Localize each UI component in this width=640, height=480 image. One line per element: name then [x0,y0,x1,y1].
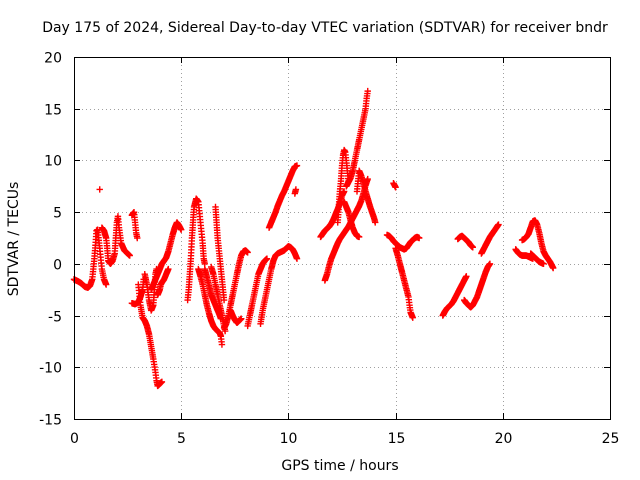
y-tick-labels: -15 -10 -5 0 5 10 15 20 [39,51,62,429]
data-series [147,219,185,293]
data-point [158,378,166,385]
data-series [353,167,379,226]
data-series [518,217,557,272]
data-point [102,281,110,288]
y-tick-label: 20 [44,51,62,67]
data-point [463,273,470,280]
data-series [257,243,301,328]
data-series [70,226,110,291]
data-point [364,175,371,183]
data-point [469,244,476,251]
y-tick-label: -10 [39,361,62,377]
y-tick-label: 5 [53,206,62,222]
data-point [126,252,133,259]
data-point [238,315,245,322]
data-point [96,186,103,193]
data-point [409,314,416,321]
data-series [454,232,476,251]
data-series [98,213,133,268]
data-series [478,221,502,257]
data-series [340,198,363,241]
x-axis-label: GPS time / hours [281,458,398,474]
x-tick-label: 15 [388,431,406,447]
y-tick-label: 10 [44,154,62,170]
y-tick-label: 0 [53,258,62,274]
data-series [227,307,245,327]
chart-title: Day 175 of 2024, Sidereal Day-to-day VTE… [42,20,608,36]
data-series [334,146,352,226]
data-series [439,273,470,319]
data-point [165,265,172,273]
data-series [244,255,271,330]
data-point [486,260,494,268]
data-point [244,249,251,256]
data-point [293,255,301,262]
data-series [128,208,141,242]
x-tick-label: 20 [495,431,513,447]
data-point [372,219,379,226]
data-series [392,245,416,321]
data-point [134,234,141,242]
data-series [154,265,172,299]
y-tick-label: 15 [44,103,62,119]
x-tick-label: 0 [70,431,79,447]
x-tick-label: 25 [602,431,620,447]
data-series [96,186,103,193]
data-points [70,87,557,390]
data-point [263,255,271,262]
x-tick-label: 10 [280,431,298,447]
data-series [383,231,423,253]
data-series [343,87,371,190]
y-tick-label: -15 [39,413,62,429]
data-point [364,87,371,95]
data-series [135,281,166,390]
data-point [293,162,301,169]
data-series [265,162,301,231]
y-axis-label: SDTVAR / TECUs [6,182,22,297]
data-series [461,260,494,311]
data-series [527,250,547,268]
data-point [218,341,226,348]
data-point [392,184,399,191]
grid [74,57,610,419]
data-point [292,186,300,193]
data-series [220,247,251,332]
data-series [208,263,229,335]
plot-frame [74,57,611,420]
data-point [540,260,547,268]
x-tick-labels: 0 5 10 15 20 25 [70,431,619,447]
data-point [220,296,228,304]
data-series [212,203,228,304]
data-series [195,265,226,348]
data-series [390,179,399,191]
x-tick-label: 5 [177,431,186,447]
data-point [495,221,502,228]
data-series [184,195,208,304]
data-point [178,226,185,233]
y-tick-label: -5 [48,310,62,326]
data-point [549,264,557,272]
data-series [291,186,300,197]
data-point [415,234,423,242]
data-point [355,233,363,241]
